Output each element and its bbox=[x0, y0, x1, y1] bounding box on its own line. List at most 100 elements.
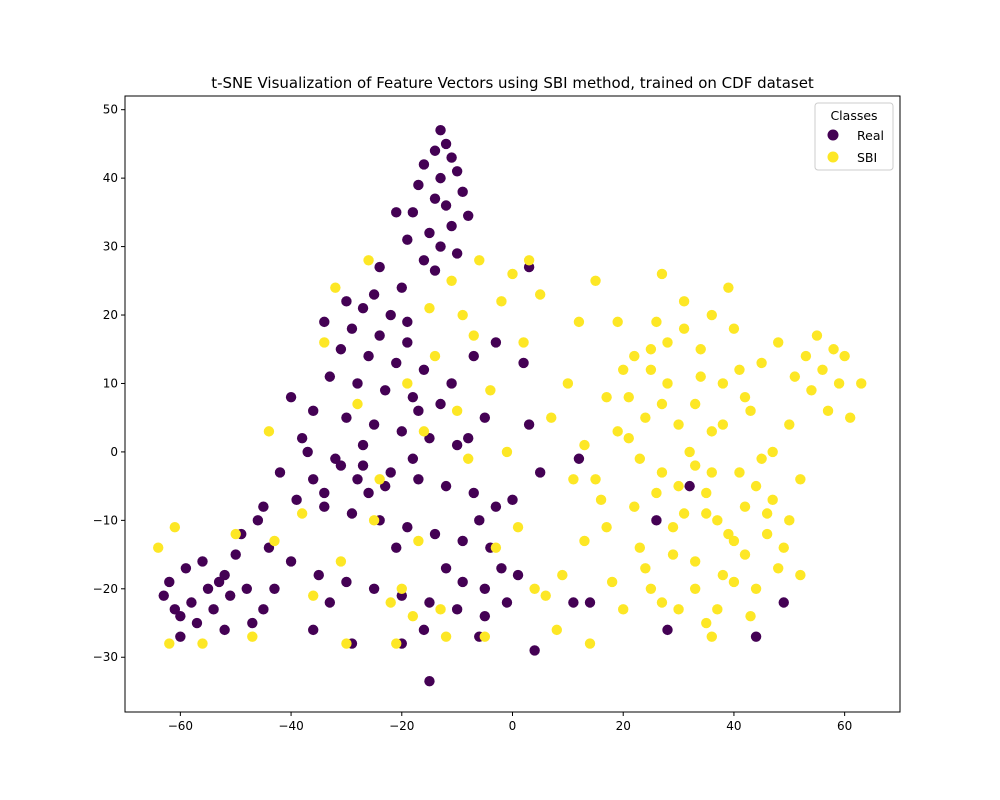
point-real bbox=[496, 563, 507, 574]
point-real bbox=[363, 487, 374, 499]
point-real bbox=[191, 617, 203, 629]
point-sbi bbox=[490, 542, 502, 553]
point-sbi bbox=[363, 255, 374, 266]
y-tick-label: 0 bbox=[110, 445, 118, 459]
point-sbi bbox=[352, 398, 363, 410]
point-sbi bbox=[656, 597, 668, 608]
point-sbi bbox=[645, 583, 657, 594]
point-real bbox=[319, 487, 330, 499]
point-real bbox=[258, 501, 269, 512]
point-real bbox=[291, 494, 302, 506]
point-real bbox=[302, 446, 313, 458]
point-sbi bbox=[684, 446, 695, 458]
legend: Classes Real SBI bbox=[814, 102, 894, 171]
point-real bbox=[308, 474, 319, 485]
point-real bbox=[424, 227, 435, 239]
point-sbi bbox=[551, 624, 562, 636]
point-sbi bbox=[629, 501, 640, 512]
point-real bbox=[413, 405, 424, 417]
point-real bbox=[402, 234, 413, 245]
point-sbi bbox=[806, 385, 817, 396]
point-sbi bbox=[662, 337, 673, 348]
point-sbi bbox=[368, 515, 380, 526]
point-real bbox=[252, 515, 264, 526]
point-sbi bbox=[717, 378, 729, 389]
point-sbi bbox=[153, 542, 164, 553]
point-real bbox=[490, 501, 502, 512]
point-sbi bbox=[739, 501, 751, 512]
y-tick-label: −10 bbox=[93, 513, 118, 527]
point-sbi bbox=[590, 275, 601, 286]
y-tick-label: 50 bbox=[103, 103, 118, 117]
point-sbi bbox=[618, 604, 629, 615]
point-real bbox=[573, 453, 585, 464]
point-sbi bbox=[717, 569, 729, 581]
point-sbi bbox=[811, 330, 823, 341]
point-sbi bbox=[269, 535, 280, 547]
point-real bbox=[247, 617, 258, 629]
point-sbi bbox=[706, 631, 717, 642]
point-real bbox=[319, 501, 330, 512]
y-tick-label: 20 bbox=[103, 308, 118, 322]
point-sbi bbox=[496, 296, 507, 307]
x-tick-label: −20 bbox=[389, 719, 414, 733]
point-sbi bbox=[335, 556, 347, 567]
point-sbi bbox=[634, 453, 646, 464]
point-sbi bbox=[402, 378, 413, 389]
point-real bbox=[391, 542, 402, 553]
point-sbi bbox=[247, 631, 258, 642]
point-real bbox=[568, 597, 579, 608]
point-real bbox=[407, 453, 419, 464]
point-real bbox=[296, 433, 308, 444]
point-real bbox=[446, 378, 457, 389]
point-sbi bbox=[773, 337, 784, 348]
point-sbi bbox=[828, 344, 839, 355]
point-real bbox=[418, 364, 430, 375]
point-real bbox=[413, 179, 424, 191]
point-sbi bbox=[678, 296, 690, 307]
point-sbi bbox=[645, 344, 657, 355]
point-real bbox=[474, 515, 485, 526]
point-real bbox=[402, 316, 413, 328]
series-real bbox=[158, 125, 789, 687]
point-sbi bbox=[773, 563, 784, 574]
point-real bbox=[424, 676, 435, 687]
point-sbi bbox=[562, 378, 574, 389]
point-real bbox=[202, 583, 214, 594]
point-real bbox=[368, 289, 380, 300]
point-sbi bbox=[623, 391, 634, 403]
x-tick-label: 20 bbox=[616, 719, 631, 733]
point-real bbox=[418, 624, 430, 636]
x-tick-label: 60 bbox=[837, 719, 852, 733]
point-sbi bbox=[701, 617, 712, 629]
point-real bbox=[352, 378, 363, 389]
point-sbi bbox=[546, 412, 557, 423]
point-real bbox=[479, 412, 491, 423]
point-sbi bbox=[706, 426, 717, 437]
point-sbi bbox=[396, 583, 407, 594]
point-real bbox=[313, 569, 324, 581]
point-real bbox=[440, 200, 452, 211]
point-sbi bbox=[440, 631, 452, 642]
point-real bbox=[379, 385, 391, 396]
point-sbi bbox=[689, 583, 701, 594]
point-sbi bbox=[568, 474, 579, 485]
point-real bbox=[413, 474, 424, 485]
point-sbi bbox=[485, 385, 496, 396]
x-axis: −60 −40 −20 0 20 40 60 bbox=[168, 712, 852, 733]
point-real bbox=[457, 576, 468, 588]
point-sbi bbox=[745, 610, 756, 622]
point-real bbox=[186, 597, 197, 608]
point-real bbox=[158, 590, 169, 601]
point-real bbox=[429, 528, 441, 540]
point-real bbox=[357, 460, 369, 471]
point-sbi bbox=[789, 371, 801, 382]
point-sbi bbox=[606, 576, 618, 588]
point-real bbox=[440, 138, 452, 150]
point-real bbox=[224, 590, 236, 601]
point-sbi bbox=[701, 487, 712, 499]
point-real bbox=[463, 210, 474, 221]
point-real bbox=[352, 474, 363, 485]
point-sbi bbox=[651, 316, 662, 328]
point-sbi bbox=[634, 542, 646, 553]
